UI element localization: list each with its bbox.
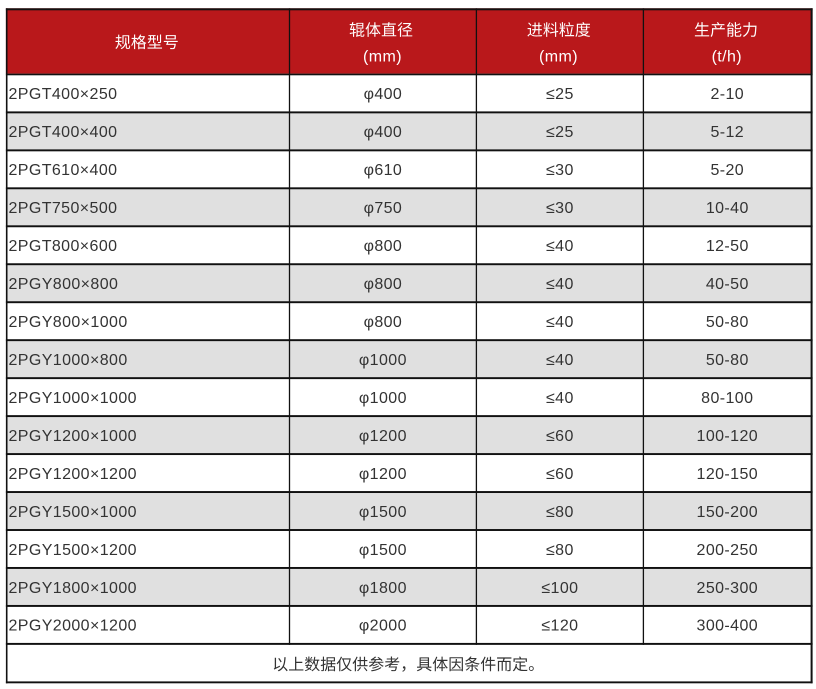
svg-text:100-120: 100-120 [697,428,759,445]
svg-text:φ400: φ400 [364,124,403,141]
svg-text:2PGY1000×1000: 2PGY1000×1000 [9,390,137,407]
svg-text:2PGT800×600: 2PGT800×600 [9,238,118,255]
svg-text:≤30: ≤30 [546,162,574,179]
svg-text:2PGY1000×800: 2PGY1000×800 [9,352,128,369]
svg-text:φ1000: φ1000 [359,390,407,407]
svg-text:2PGT610×400: 2PGT610×400 [9,162,118,179]
svg-text:50-80: 50-80 [706,314,749,331]
svg-text:φ2000: φ2000 [359,618,407,635]
svg-text:φ800: φ800 [364,314,403,331]
svg-text:200-250: 200-250 [697,542,759,559]
svg-text:2PGY2000×1200: 2PGY2000×1200 [9,618,137,635]
svg-text:≤25: ≤25 [546,124,574,141]
svg-text:φ1500: φ1500 [359,542,407,559]
svg-text:120-150: 120-150 [697,466,759,483]
svg-text:2PGY1200×1200: 2PGY1200×1200 [9,466,137,483]
svg-text:5-12: 5-12 [710,124,744,141]
svg-text:φ1200: φ1200 [359,428,407,445]
svg-text:40-50: 40-50 [706,276,749,293]
svg-text:≤80: ≤80 [546,542,574,559]
svg-text:φ1500: φ1500 [359,504,407,521]
svg-text:≤25: ≤25 [546,86,574,103]
svg-text:50-80: 50-80 [706,352,749,369]
svg-text:≤60: ≤60 [546,466,574,483]
svg-text:(t/h): (t/h) [712,49,742,66]
svg-text:φ750: φ750 [364,200,403,217]
svg-text:≤40: ≤40 [546,238,574,255]
svg-text:2-10: 2-10 [710,86,744,103]
svg-text:2PGY1500×1000: 2PGY1500×1000 [9,504,137,521]
svg-text:2PGY1500×1200: 2PGY1500×1200 [9,542,137,559]
svg-text:φ610: φ610 [364,162,403,179]
svg-text:2PGT400×400: 2PGT400×400 [9,124,118,141]
svg-text:2PGY1200×1000: 2PGY1200×1000 [9,428,137,445]
svg-text:10-40: 10-40 [706,200,749,217]
svg-text:≤80: ≤80 [546,504,574,521]
svg-text:≤30: ≤30 [546,200,574,217]
svg-text:150-200: 150-200 [697,504,759,521]
svg-text:2PGY800×800: 2PGY800×800 [9,276,119,293]
svg-text:5-20: 5-20 [710,162,744,179]
svg-text:300-400: 300-400 [697,618,759,635]
svg-text:≤40: ≤40 [546,276,574,293]
svg-text:φ1000: φ1000 [359,352,407,369]
svg-text:φ800: φ800 [364,238,403,255]
svg-text:80-100: 80-100 [701,390,753,407]
svg-text:≤100: ≤100 [541,580,578,597]
svg-text:≤120: ≤120 [541,618,578,635]
svg-text:250-300: 250-300 [697,580,759,597]
svg-text:2PGT750×500: 2PGT750×500 [9,200,118,217]
svg-text:≤40: ≤40 [546,352,574,369]
svg-text:≤40: ≤40 [546,314,574,331]
svg-text:φ1800: φ1800 [359,580,407,597]
svg-text:φ1200: φ1200 [359,466,407,483]
svg-text:φ800: φ800 [364,276,403,293]
svg-text:≤40: ≤40 [546,390,574,407]
svg-text:2PGY1800×1000: 2PGY1800×1000 [9,580,137,597]
svg-text:(mm): (mm) [363,49,402,66]
svg-text:2PGT400×250: 2PGT400×250 [9,86,118,103]
svg-text:≤60: ≤60 [546,428,574,445]
svg-text:φ400: φ400 [364,86,403,103]
svg-text:(mm): (mm) [539,49,578,66]
svg-text:12-50: 12-50 [706,238,749,255]
svg-text:2PGY800×1000: 2PGY800×1000 [9,314,128,331]
